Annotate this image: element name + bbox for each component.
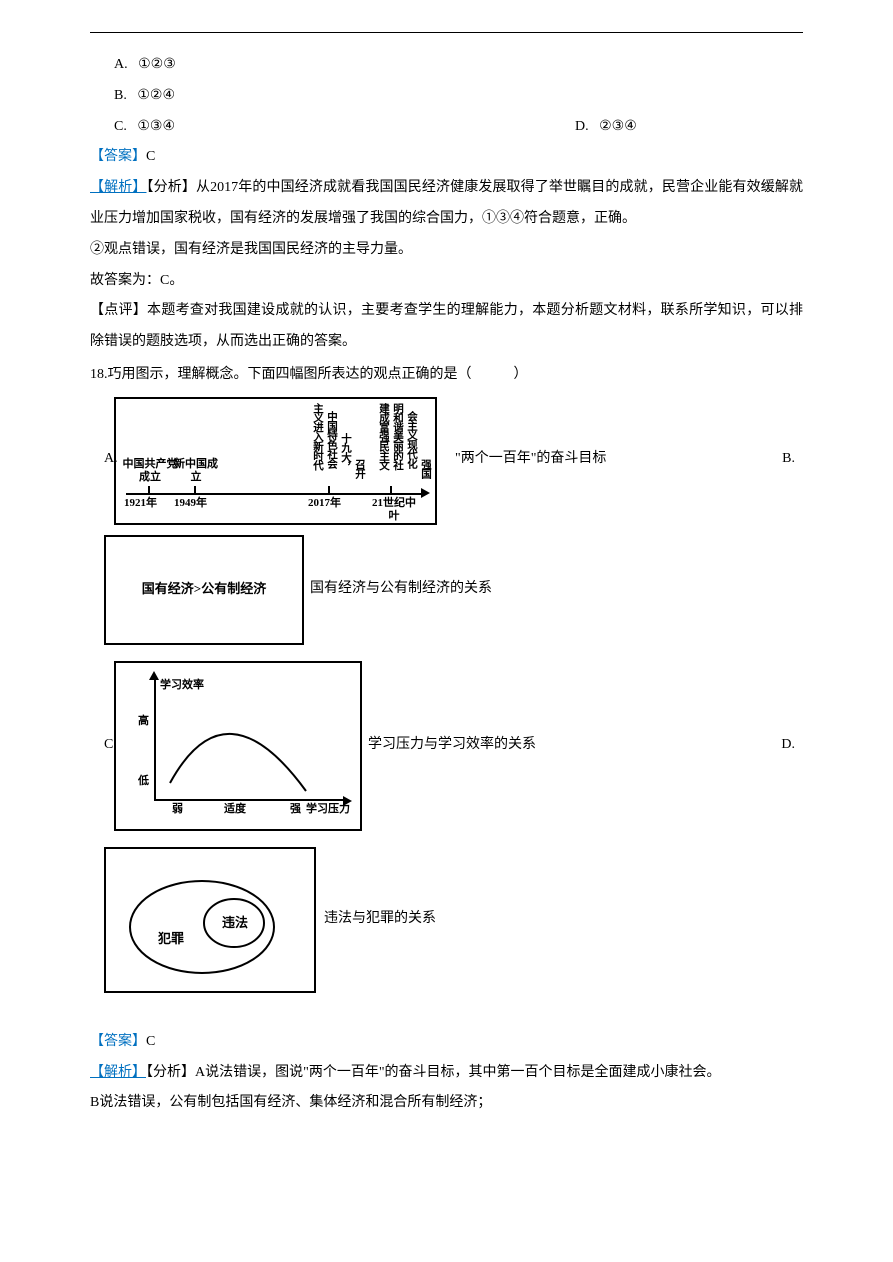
diagram-d-caption: 违法与犯罪的关系 xyxy=(316,904,436,935)
vcol-1: 十九大， xyxy=(340,433,351,471)
diagram-c-chart: 学习效率 高 低 弱 适度 强 学习压力 xyxy=(114,661,362,831)
event-0-year: 1921年 xyxy=(124,497,157,510)
option-a-label: A. xyxy=(114,57,128,72)
diagram-a-letter: A. xyxy=(90,444,114,525)
diagram-d-box: 犯罪 违法 xyxy=(104,847,316,993)
option-b-label: B. xyxy=(114,88,127,103)
option-b: B. ①②④ xyxy=(90,81,803,112)
diagram-b-box-text: 国有经济>公有制经济 xyxy=(142,575,266,604)
timeline-tick xyxy=(194,486,196,494)
diagram-a-row: A. 中国共产党成立 新中国成立 召开 十九大， 中国特色社会 主义进入新时代 … xyxy=(90,397,803,525)
timeline-tick xyxy=(148,486,150,494)
outer-label: 犯罪 xyxy=(157,931,184,946)
vcol-4: 建成富强民主文 xyxy=(378,403,389,470)
analysis-1-label: 【解析】 xyxy=(90,180,147,195)
analysis-2-a: 【分析】A说法错误，图说"两个一百年"的奋斗目标，其中第一百个目标是全面建成小康… xyxy=(146,1065,721,1080)
vcol-3: 主义进入新时代 xyxy=(312,403,323,470)
option-c-label: C. xyxy=(114,119,127,134)
inner-label: 违法 xyxy=(222,915,248,930)
x-title: 学习压力 xyxy=(306,797,350,821)
vcol-7: 强国 xyxy=(420,459,431,478)
diagram-b-row: 国有经济>公有制经济 国有经济与公有制经济的关系 xyxy=(90,535,803,645)
answer-1: 【答案】C xyxy=(90,142,803,173)
x-strong: 强 xyxy=(290,797,301,821)
top-horizontal-rule xyxy=(90,32,803,33)
analysis-1-conclusion: 故答案为：C。 xyxy=(90,266,803,297)
analysis-1-dianping: 【点评】本题考查对我国建设成就的认识，主要考查学生的理解能力，本题分析题文材料，… xyxy=(90,296,803,358)
x-weak: 弱 xyxy=(172,797,183,821)
option-a: A. ①②③ xyxy=(90,50,803,81)
y-title: 学习效率 xyxy=(160,673,204,697)
venn-svg: 犯罪 违法 xyxy=(106,849,318,995)
answer-2: 【答案】C xyxy=(90,1027,803,1058)
analysis-1-line1: 【解析】【分析】从2017年的中国经济成就看我国国民经济健康发展取得了举世瞩目的… xyxy=(90,173,803,235)
event-1-year: 1949年 xyxy=(174,497,207,510)
vcol-5: 明和谐美丽的社 xyxy=(392,403,403,470)
diagram-b-caption: 国有经济与公有制经济的关系 xyxy=(304,574,492,605)
diagram-c-trailing-d: D. xyxy=(781,730,803,831)
answer-2-value: C xyxy=(146,1034,155,1049)
option-a-text: ①②③ xyxy=(138,57,176,72)
diagram-c-caption: 学习压力与学习效率的关系 xyxy=(362,730,536,831)
timeline-axis xyxy=(126,493,425,495)
answer-1-value: C xyxy=(146,149,155,164)
event-1-top: 新中国成立 xyxy=(174,458,218,484)
vcol-2: 中国特色社会 xyxy=(326,411,337,468)
event-2-year: 2017年 xyxy=(308,497,341,510)
analysis-2-linea: 【解析】【分析】A说法错误，图说"两个一百年"的奋斗目标，其中第一百个目标是全面… xyxy=(90,1058,803,1089)
event-3-year: 21世纪中叶 xyxy=(370,497,418,523)
option-c-d-row: C. ①③④ D. ②③④ xyxy=(90,112,803,143)
q18-stem: 18.巧用图示，理解概念。下面四幅图所表达的观点正确的是（ ） xyxy=(90,360,803,391)
option-d-text: ②③④ xyxy=(599,119,637,134)
diagram-c-letter: C. xyxy=(90,730,114,831)
curve-path xyxy=(170,734,306,791)
y-high: 高 xyxy=(138,709,149,733)
timeline-tick xyxy=(328,486,330,494)
x-mid: 适度 xyxy=(224,797,246,821)
diagram-c-row: C. 学习效率 高 低 弱 适度 强 学习压力 学习压力与学习效率的关系 D. xyxy=(90,661,803,831)
vcol-6: 会主义现代化 xyxy=(406,411,417,468)
y-low: 低 xyxy=(138,769,149,793)
option-d-label: D. xyxy=(575,119,589,134)
vcol-0: 召开 xyxy=(354,459,365,478)
timeline-arrow-icon xyxy=(421,488,430,498)
analysis-1-line2: ②观点错误，国有经济是我国国民经济的主导力量。 xyxy=(90,235,803,266)
diagram-a-trailing-b: B. xyxy=(782,444,803,525)
diagram-a-caption: "两个一百年"的奋斗目标 xyxy=(437,444,606,525)
event-0-top: 中国共产党成立 xyxy=(122,458,178,484)
diagram-d-row: 犯罪 违法 违法与犯罪的关系 xyxy=(90,847,803,993)
diagram-b-box: 国有经济>公有制经济 xyxy=(104,535,304,645)
analysis-2-lineb: B说法错误，公有制包括国有经济、集体经济和混合所有制经济； xyxy=(90,1088,803,1119)
timeline-tick xyxy=(390,486,392,494)
analysis-2-label: 【解析】 xyxy=(90,1065,146,1080)
outer-ellipse xyxy=(130,881,274,973)
option-c-text: ①③④ xyxy=(137,119,175,134)
diagram-a-box: 中国共产党成立 新中国成立 召开 十九大， 中国特色社会 主义进入新时代 建成富… xyxy=(114,397,437,525)
diagram-a-timeline: 中国共产党成立 新中国成立 召开 十九大， 中国特色社会 主义进入新时代 建成富… xyxy=(122,403,429,523)
answer-2-label: 【答案】 xyxy=(90,1034,146,1049)
option-b-text: ①②④ xyxy=(137,88,175,103)
answer-1-label: 【答案】 xyxy=(90,149,146,164)
analysis-1-fenxi: 【分析】从2017年的中国经济成就看我国国民经济健康发展取得了举世瞩目的成就，民… xyxy=(90,180,803,226)
